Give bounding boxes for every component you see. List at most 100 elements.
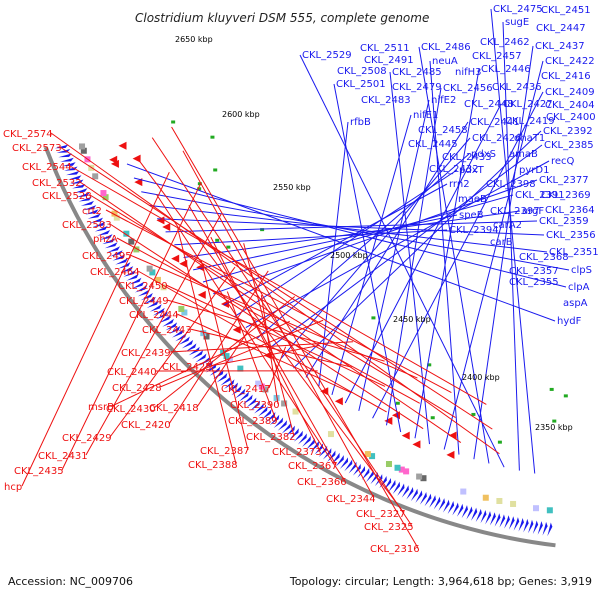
forward-gene-label: hydF [557, 316, 582, 327]
forward-gene-mark [361, 468, 370, 480]
feature-block [203, 333, 210, 340]
reverse-gene-label: CKL_2428 [112, 383, 162, 394]
reverse-leader-line [85, 213, 222, 456]
forward-leader-line [389, 71, 430, 445]
forward-gene-label: CKL_2419 [505, 116, 555, 127]
feature-block [482, 494, 489, 501]
forward-gene-label: CKL_2422 [545, 56, 595, 67]
forward-gene-mark [297, 433, 307, 445]
rna-mark [226, 245, 231, 249]
forward-gene-mark [461, 505, 468, 519]
forward-gene-label: CKL_2456 [443, 83, 493, 94]
forward-gene-mark [366, 470, 374, 483]
reverse-gene-label: CKL_2417 [221, 384, 271, 395]
forward-leader-line [473, 45, 534, 460]
feature-block [123, 230, 130, 237]
feature-block [160, 284, 167, 291]
forward-gene-mark [126, 273, 139, 281]
forward-gene-label: CKL_2451 [541, 5, 591, 16]
forward-gene-label: CKL_2436 [492, 82, 542, 93]
forward-gene-mark [348, 461, 357, 474]
reverse-gene-label: CKL_2440 [107, 367, 157, 378]
forward-gene-mark [475, 508, 482, 522]
rna-mark [260, 228, 265, 232]
rna-mark [549, 387, 554, 391]
forward-gene-mark [322, 448, 332, 460]
forward-leader-line [174, 229, 448, 246]
reverse-gene-mark [197, 290, 206, 299]
forward-gene-label: CKL_2479 [392, 82, 442, 93]
reverse-gene-mark [446, 450, 455, 459]
forward-gene-label: CKL_2437 [535, 41, 585, 52]
rna-mark [395, 401, 400, 405]
forward-gene-mark [165, 322, 178, 331]
forward-gene-label: carA2 [493, 220, 522, 231]
forward-gene-label: nifH3 [455, 67, 482, 78]
reverse-gene-label: CKL_2316 [370, 544, 420, 555]
reverse-gene-label: CKL_2327 [356, 509, 406, 520]
forward-gene-mark [83, 205, 97, 211]
reverse-gene-label: CKL_2429 [62, 433, 112, 444]
forward-gene-label: CKL_2458 [418, 125, 468, 136]
forward-gene-label: rrn2 [449, 179, 470, 190]
feature-block [327, 431, 334, 438]
forward-gene-mark [424, 493, 432, 507]
reverse-leader-line [69, 165, 487, 405]
rna-mark [471, 412, 476, 416]
forward-gene-mark [140, 293, 153, 301]
forward-gene-mark [143, 296, 156, 305]
forward-gene-mark [159, 315, 171, 324]
reverse-gene-label: CKL_2544 [22, 162, 72, 173]
kbp-ticks: 2650 kbp 2600 kbp 2550 kbp 2500 kbp 2450 kbp… [175, 35, 573, 432]
forward-gene-mark [246, 397, 257, 408]
reverse-gene-mark [448, 431, 457, 440]
feature-block [533, 505, 540, 512]
forward-gene-mark [58, 153, 72, 158]
forward-gene-mark [129, 277, 142, 285]
reverse-gene-label: CKL_2367 [288, 461, 338, 472]
forward-gene-mark [401, 485, 409, 498]
forward-gene-mark [456, 503, 464, 517]
forward-gene-mark [68, 175, 82, 180]
forward-gene-mark [306, 438, 315, 450]
forward-gene-mark [277, 420, 288, 431]
forward-gene-label: neuA [432, 56, 458, 67]
forward-gene-label: CKL_2457 [472, 51, 522, 62]
forward-gene-mark [168, 325, 181, 335]
reverse-leader-line [171, 126, 419, 549]
forward-gene-mark [314, 443, 324, 455]
rna-mark [171, 120, 176, 124]
forward-gene-label: recQ [551, 156, 575, 167]
feature-block [181, 309, 188, 316]
forward-gene-mark [442, 499, 450, 513]
reverse-gene-mark [384, 416, 393, 425]
reverse-gene-mark [334, 397, 343, 406]
forward-gene-mark [104, 242, 118, 249]
forward-gene-mark [178, 336, 190, 345]
feature-block [154, 276, 161, 283]
reverse-gene-mark [171, 254, 180, 263]
forward-gene-label: CKL_2409 [545, 87, 595, 98]
feature-block [510, 500, 517, 507]
forward-gene-mark [149, 304, 162, 312]
forward-gene-label: CKL_2394 [449, 225, 499, 236]
forward-gene-label: CKL_2446 [481, 64, 531, 75]
feature-block [394, 464, 401, 471]
forward-gene-label: CKL_2355 [509, 277, 559, 288]
feature-block [398, 466, 405, 473]
forward-gene-label: CKL_2385 [544, 140, 594, 151]
forward-gene-mark [209, 366, 221, 376]
reverse-gene-label: CKL_2435 [14, 466, 64, 477]
rna-mark [497, 440, 502, 444]
forward-gene-mark [302, 435, 311, 447]
reverse-leader-line [200, 260, 249, 451]
reverse-gene-label: CKL_2425 [162, 362, 212, 373]
forward-gene-label: CKL_2369 [541, 190, 591, 201]
forward-gene-mark [261, 409, 272, 420]
kbp-tick-label: 2350 kbp [535, 423, 573, 432]
forward-gene-mark [485, 511, 492, 525]
rna-mark [197, 182, 202, 186]
kbp-tick-label: 2500 kbp [330, 251, 368, 260]
forward-gene-label: clpA [568, 282, 590, 293]
